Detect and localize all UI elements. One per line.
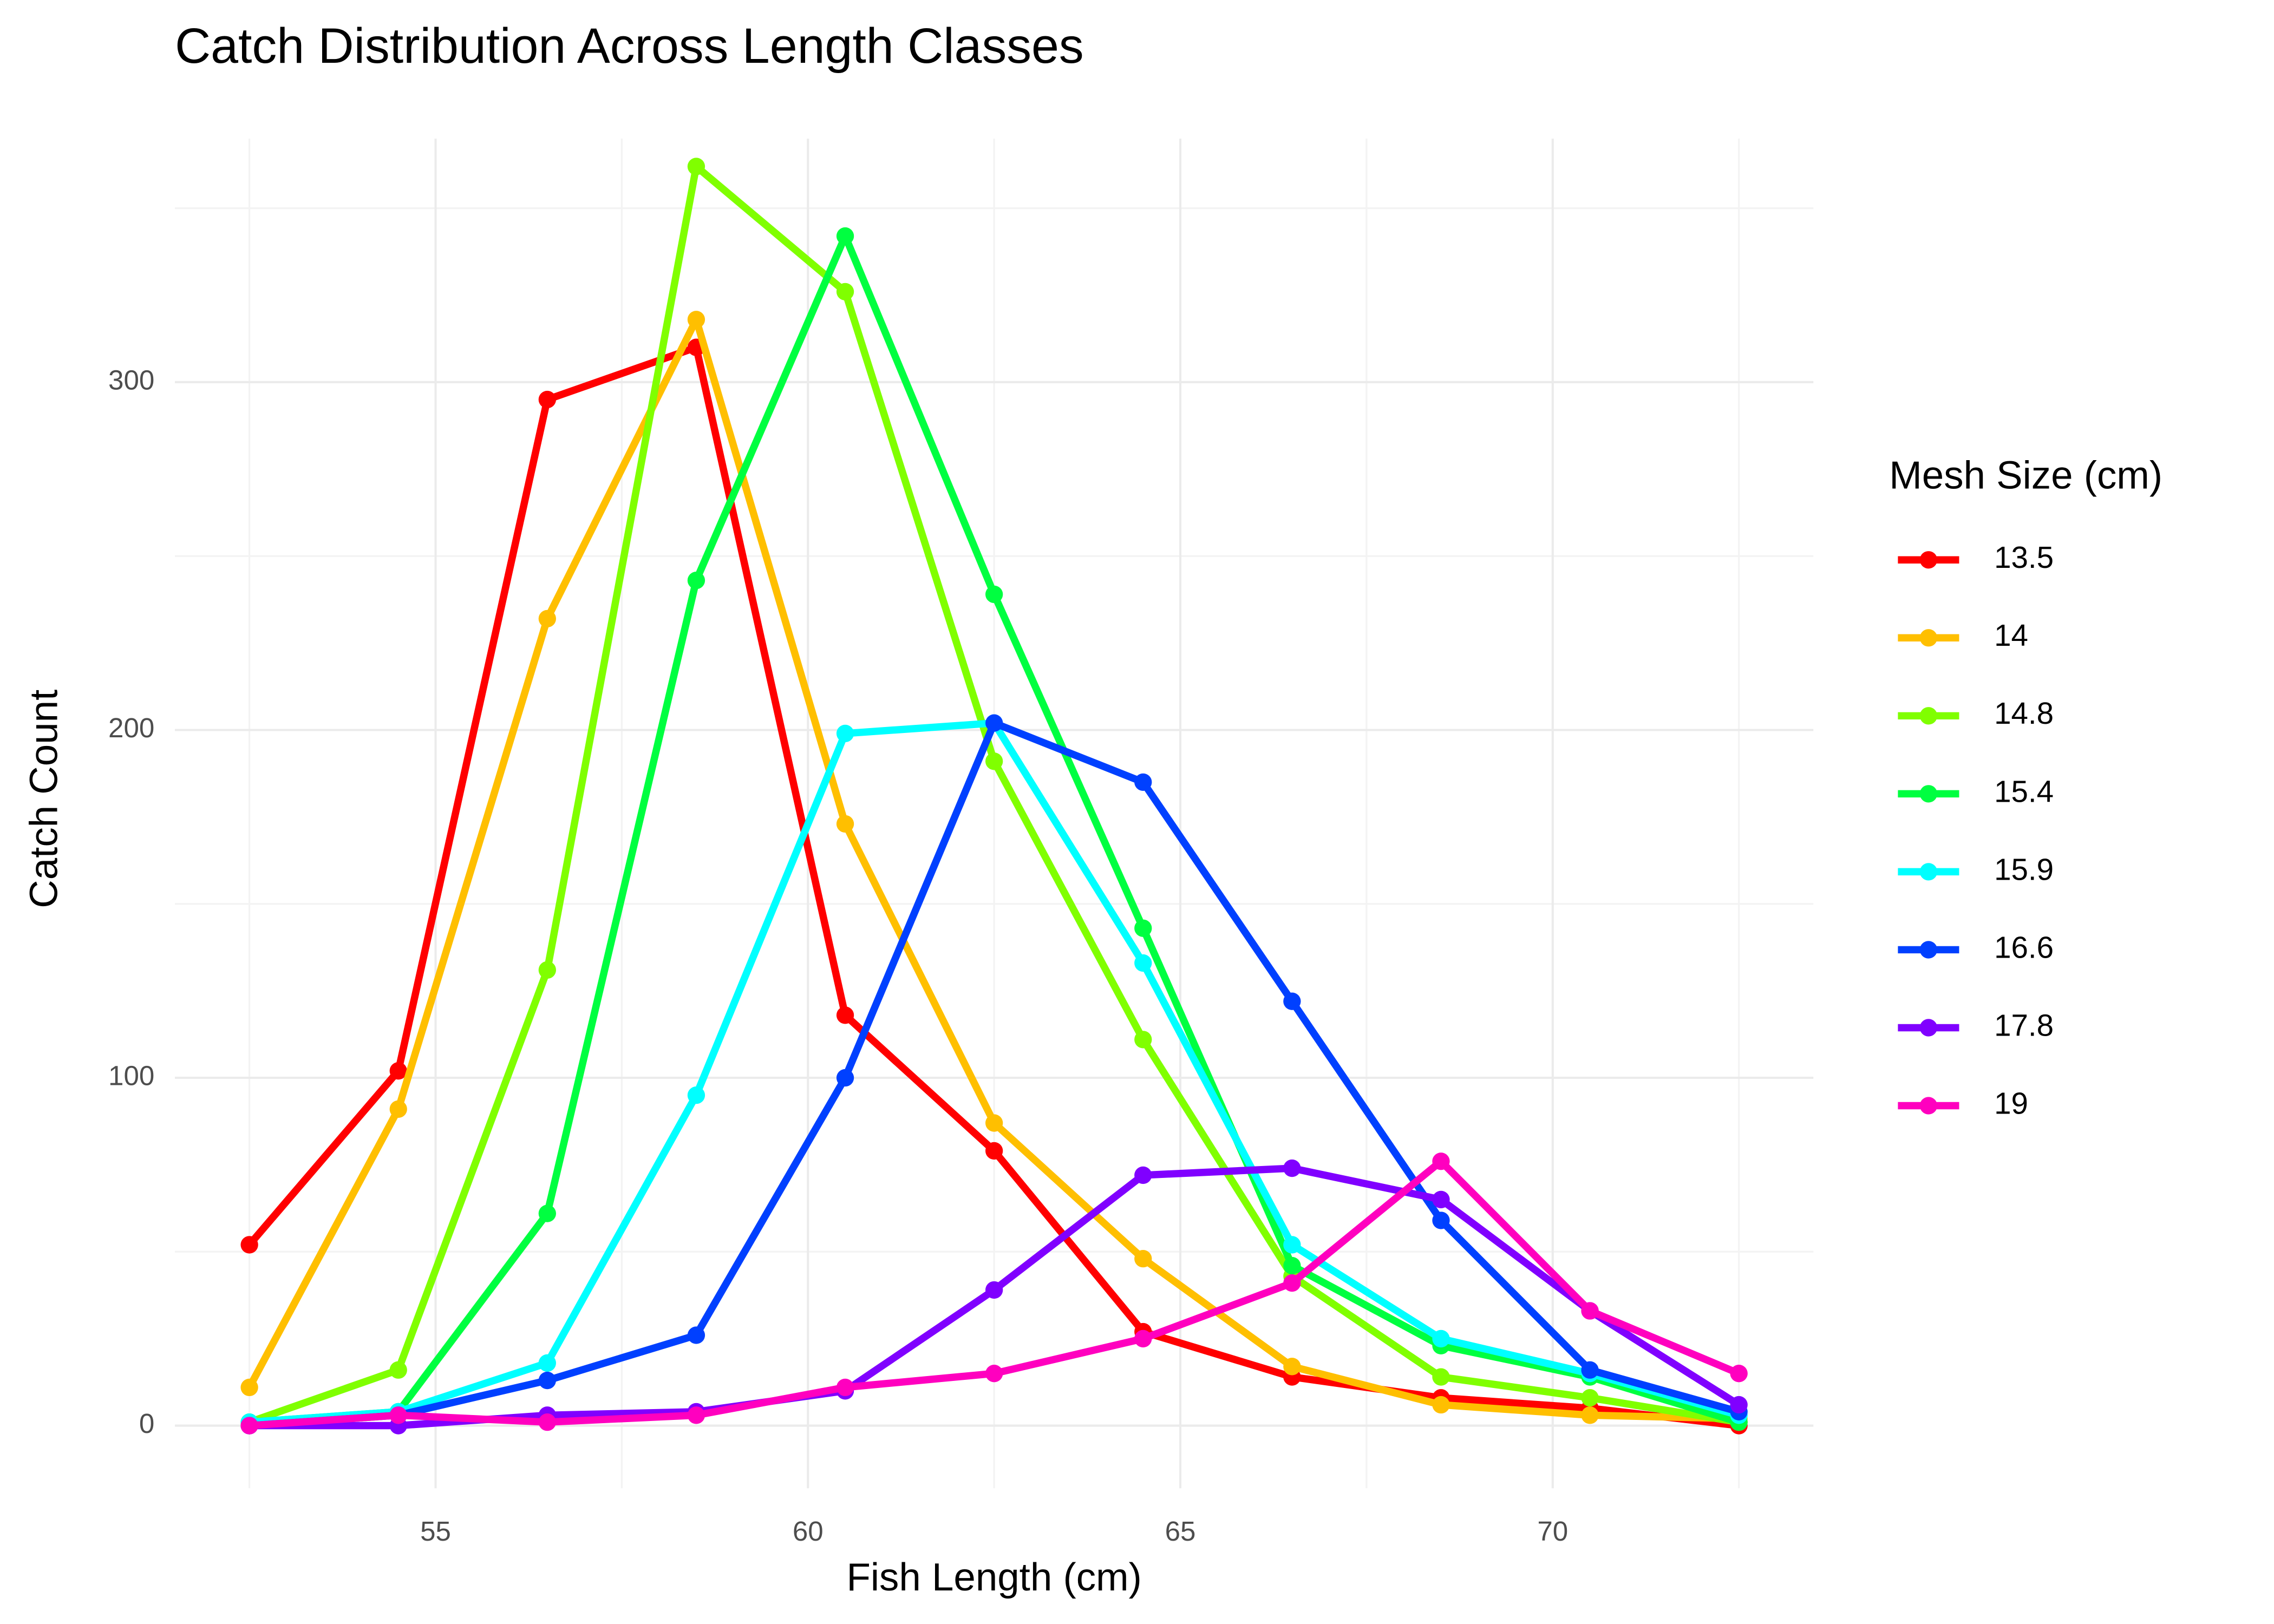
point	[687, 1086, 705, 1104]
point	[538, 961, 556, 979]
chart-title: Catch Distribution Across Length Classes	[175, 18, 1084, 74]
point	[240, 1236, 258, 1254]
point	[389, 1100, 407, 1118]
point	[1134, 773, 1152, 791]
point	[538, 1413, 556, 1431]
legend-label: 14	[1994, 618, 2028, 652]
point	[389, 1062, 407, 1080]
legend-label: 15.9	[1994, 852, 2054, 886]
point	[1432, 1368, 1450, 1386]
point	[836, 1006, 854, 1024]
point	[836, 227, 854, 245]
y-tick-label: 0	[139, 1408, 154, 1439]
point	[1730, 1365, 1748, 1383]
legend-point	[1919, 1097, 1938, 1115]
point	[1432, 1152, 1450, 1170]
point	[836, 724, 854, 743]
y-tick-label: 300	[108, 364, 154, 395]
legend-label: 17.8	[1994, 1008, 2054, 1042]
point	[1581, 1302, 1599, 1320]
point	[389, 1361, 407, 1379]
x-tick-label: 70	[1537, 1516, 1568, 1547]
point	[1581, 1406, 1599, 1424]
point	[687, 572, 705, 590]
point	[1432, 1396, 1450, 1414]
point	[240, 1417, 258, 1435]
point	[687, 311, 705, 329]
point	[538, 1371, 556, 1390]
legend-point	[1919, 707, 1938, 725]
point	[1283, 1159, 1301, 1177]
point	[1581, 1361, 1599, 1379]
legend-point	[1919, 551, 1938, 569]
point	[985, 1281, 1003, 1299]
point	[1134, 1249, 1152, 1268]
point	[1134, 919, 1152, 937]
legend-label: 15.4	[1994, 774, 2054, 808]
point	[1432, 1330, 1450, 1348]
point	[985, 1114, 1003, 1132]
point	[985, 1142, 1003, 1160]
y-axis-title: Catch Count	[22, 690, 66, 908]
legend-point	[1919, 785, 1938, 803]
point	[538, 1354, 556, 1372]
legend-label: 19	[1994, 1086, 2028, 1120]
point	[1134, 954, 1152, 972]
point	[538, 1204, 556, 1222]
point	[1730, 1396, 1748, 1414]
point	[389, 1406, 407, 1424]
point	[1432, 1190, 1450, 1209]
legend-label: 16.6	[1994, 930, 2054, 964]
legend-label: 13.5	[1994, 540, 2054, 574]
point	[1134, 1031, 1152, 1049]
point	[1283, 1236, 1301, 1254]
point	[1581, 1389, 1599, 1407]
point	[836, 1069, 854, 1087]
point	[985, 752, 1003, 770]
legend-point	[1919, 863, 1938, 881]
point	[836, 1378, 854, 1397]
point	[1283, 1274, 1301, 1292]
point	[1134, 1166, 1152, 1184]
legend-title: Mesh Size (cm)	[1889, 454, 2162, 497]
point	[1283, 1358, 1301, 1376]
point	[985, 1365, 1003, 1383]
point	[687, 1326, 705, 1344]
legend-point	[1919, 941, 1938, 959]
y-tick-label: 200	[108, 712, 154, 743]
x-axis-title: Fish Length (cm)	[846, 1555, 1141, 1599]
y-tick-label: 100	[108, 1060, 154, 1091]
legend-point	[1919, 629, 1938, 647]
point	[687, 1406, 705, 1424]
point	[687, 158, 705, 175]
x-tick-label: 55	[420, 1516, 451, 1547]
point	[538, 390, 556, 409]
point	[240, 1378, 258, 1397]
point	[1432, 1212, 1450, 1229]
point	[1283, 1256, 1301, 1275]
point	[985, 585, 1003, 604]
point	[836, 283, 854, 301]
point	[1134, 1330, 1152, 1348]
x-tick-label: 65	[1165, 1516, 1196, 1547]
point	[538, 610, 556, 628]
point	[836, 815, 854, 833]
legend-label: 14.8	[1994, 696, 2054, 730]
x-tick-label: 60	[793, 1516, 824, 1547]
point	[1283, 992, 1301, 1010]
legend-point	[1919, 1019, 1938, 1037]
point	[985, 714, 1003, 732]
